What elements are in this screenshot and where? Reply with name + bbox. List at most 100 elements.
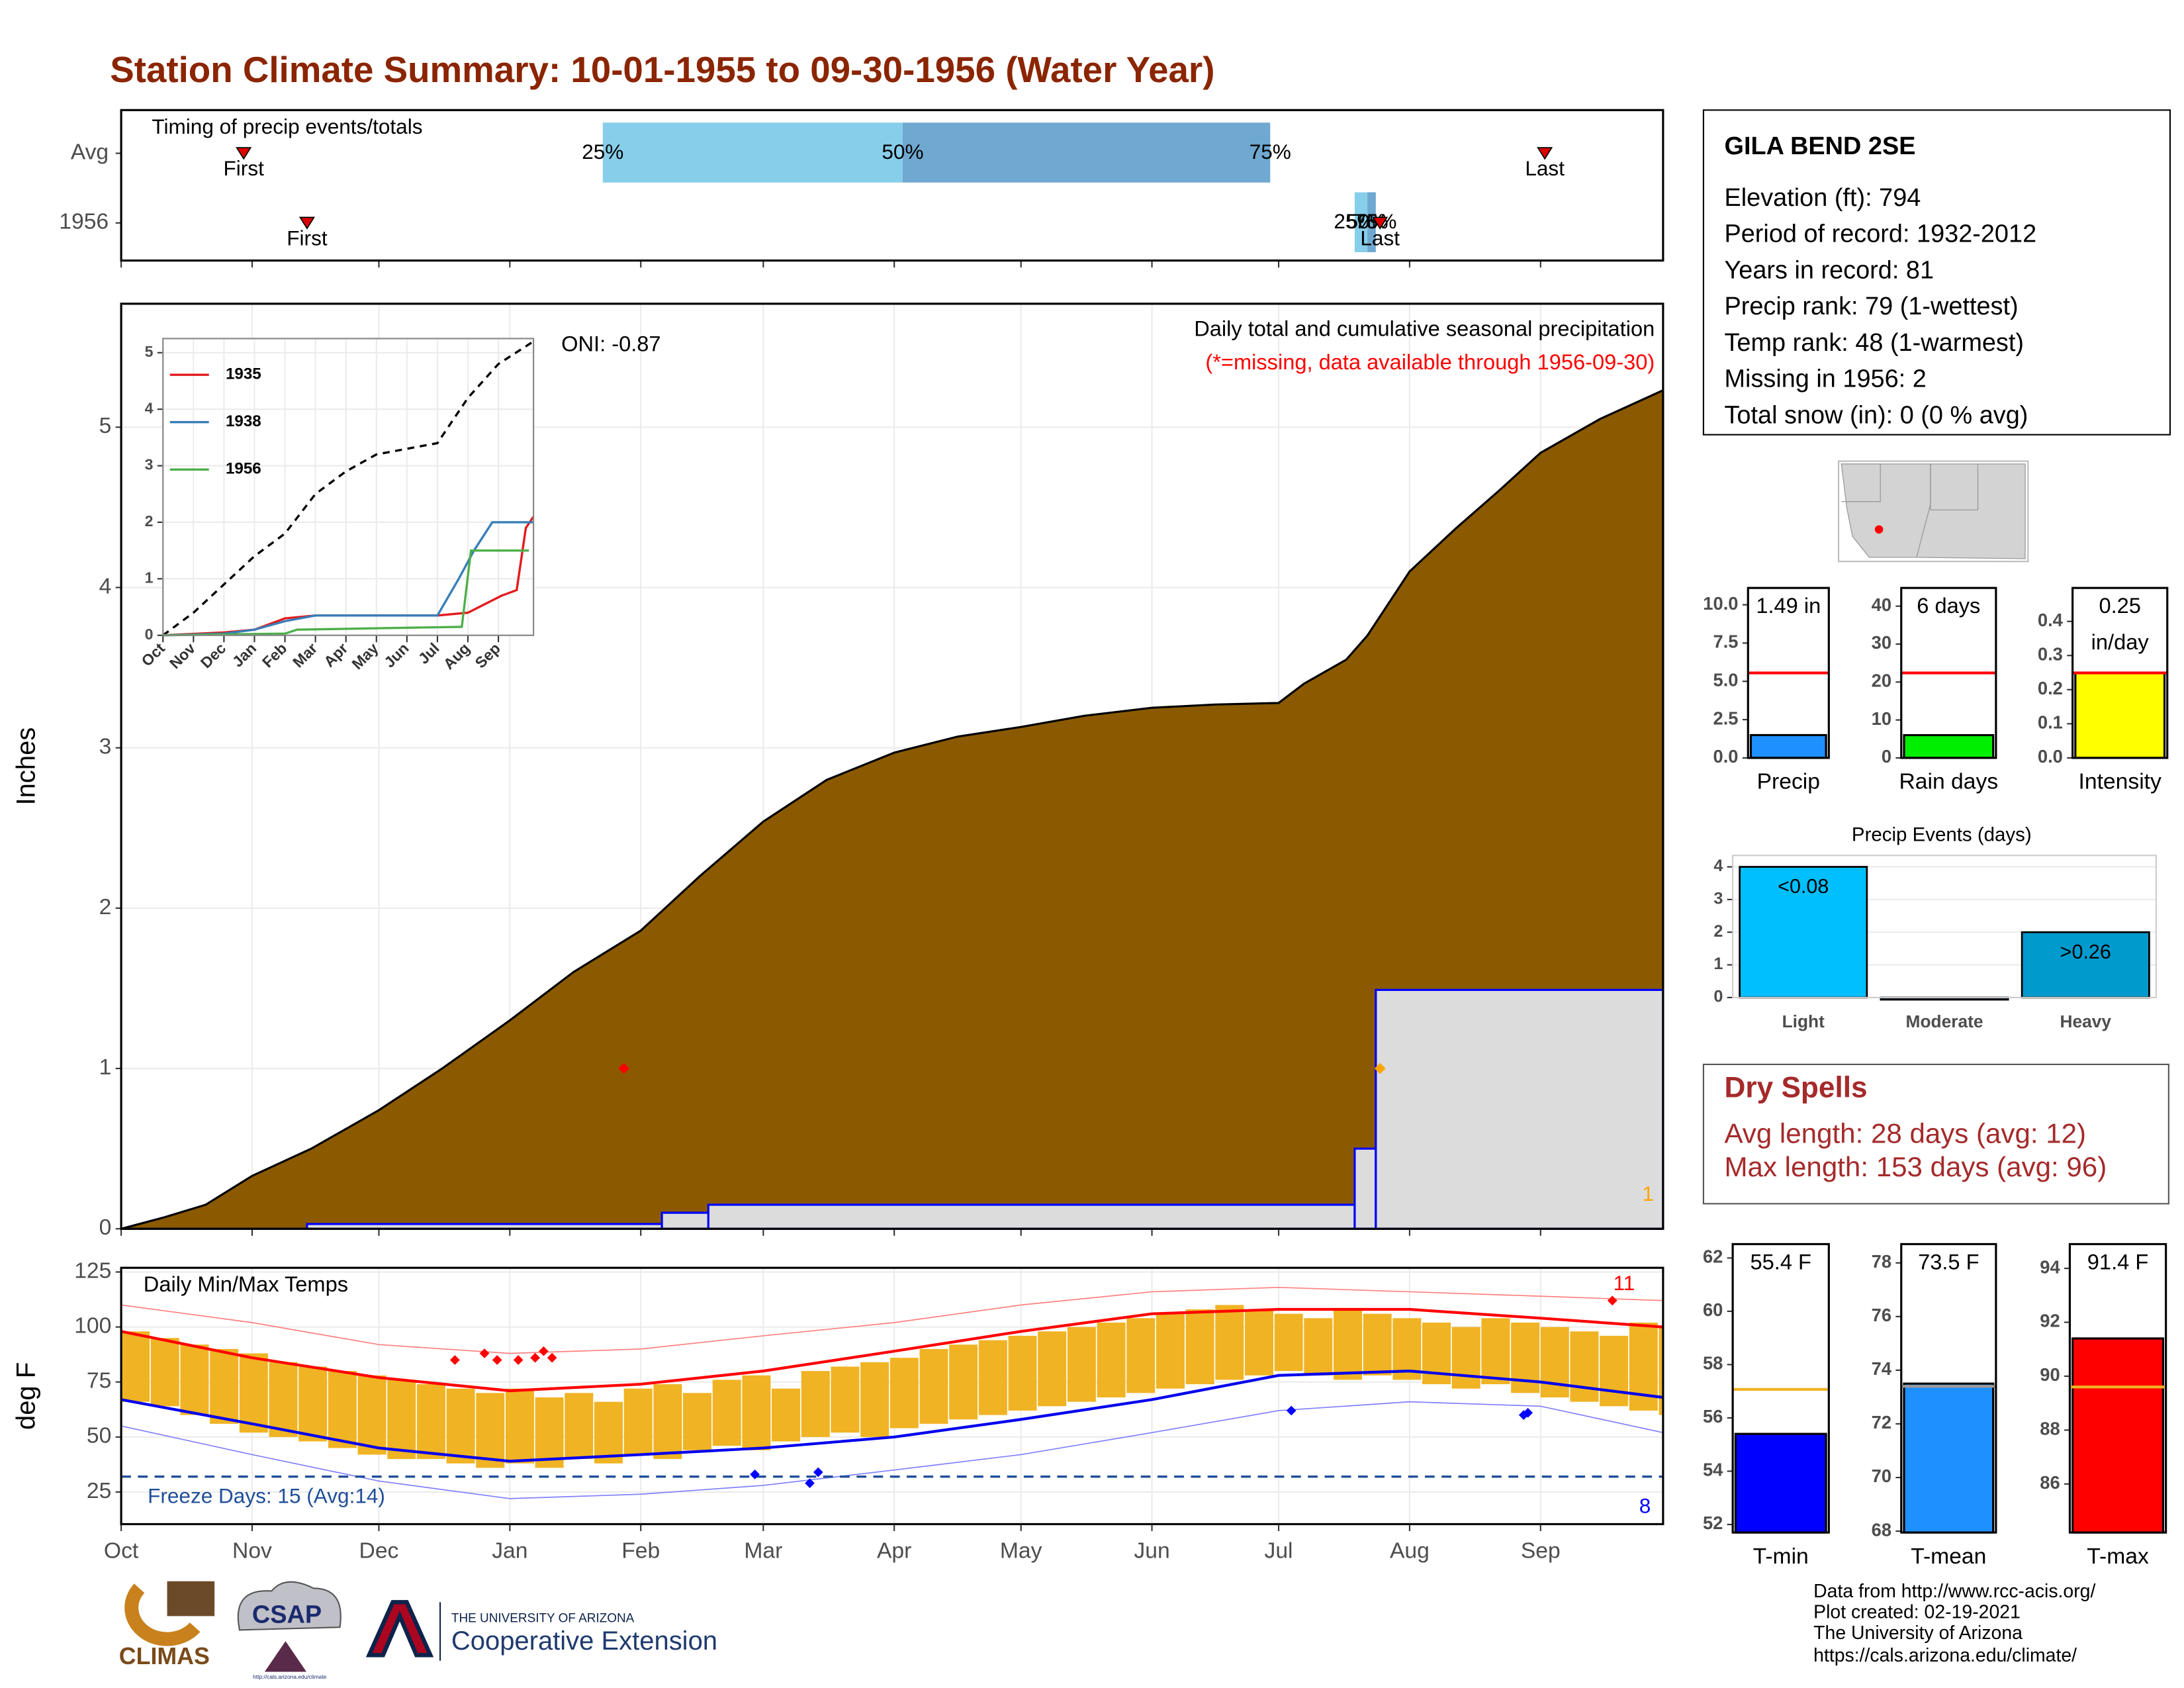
y-tick-label: 30 xyxy=(1872,632,1891,653)
station-line: Temp rank: 48 (1-warmest) xyxy=(1724,329,2024,357)
temp-range-bar xyxy=(1334,1309,1363,1380)
temp-range-bar xyxy=(919,1348,948,1424)
temp-range-bar xyxy=(269,1362,298,1437)
temp-range-bar xyxy=(801,1371,830,1437)
temp-range-bar xyxy=(150,1338,179,1407)
x-tick-label: Sep xyxy=(1521,1538,1561,1563)
panel-label: Timing of precip events/totals xyxy=(152,115,422,138)
plot-frame xyxy=(2068,1243,2167,1534)
series-line xyxy=(162,340,534,637)
logo-shape xyxy=(237,1581,341,1631)
cumulative-step xyxy=(660,1211,709,1230)
summary-bar xyxy=(1734,1432,1827,1534)
temp-range-bar xyxy=(535,1397,564,1468)
record-max-line xyxy=(120,1286,1663,1354)
y-tick-label: 0.0 xyxy=(1713,746,1739,767)
y-tick-label: 40 xyxy=(1872,594,1891,615)
dry-spells-title: Dry Spells xyxy=(1724,1072,1867,1104)
csap-logo: CSAP http://cals.arizona.edu/climate xyxy=(237,1581,341,1680)
oni-label: ONI: -0.87 xyxy=(561,332,660,356)
logo-text: CSAP xyxy=(252,1601,322,1628)
summary-bar xyxy=(1903,1382,1995,1534)
station-line: Years in record: 81 xyxy=(1724,256,1934,284)
temp-range-bar xyxy=(1038,1331,1067,1407)
missing-count: 1 xyxy=(1642,1182,1654,1205)
map-border xyxy=(1841,463,1881,502)
marker xyxy=(618,1062,630,1074)
temp-range-bar xyxy=(831,1366,860,1433)
temp-range-bar xyxy=(1304,1318,1333,1376)
temp-range-bar xyxy=(683,1393,712,1450)
temp-range-bar xyxy=(1274,1313,1303,1372)
legend-label: 1935 xyxy=(226,365,261,383)
station-line: Elevation (ft): 794 xyxy=(1724,184,1921,212)
y-tick-label: 2 xyxy=(99,895,112,919)
y-tick-label: 86 xyxy=(2040,1472,2060,1493)
value-label: 1.49 in xyxy=(1756,593,1821,618)
plot-frame xyxy=(1900,586,1997,759)
bar-label: <0.08 xyxy=(1778,875,1829,898)
temp-range-bar xyxy=(1097,1322,1126,1397)
record-min-line xyxy=(120,1401,1664,1499)
temp-range-bar xyxy=(712,1380,741,1446)
record-low-count: 8 xyxy=(1639,1494,1651,1518)
climas-logo: CLIMAS xyxy=(119,1581,215,1669)
plot-frame xyxy=(1900,1243,1997,1534)
y-tick-label: 100 xyxy=(74,1314,111,1338)
record-marker xyxy=(547,1352,557,1363)
map-border xyxy=(1930,463,1979,510)
summary-bar xyxy=(1749,733,1827,759)
temp-range-bar xyxy=(889,1358,919,1429)
y-tick-label: 0.1 xyxy=(2038,712,2063,733)
y-tick-label: 0 xyxy=(1713,988,1723,1006)
temp-range-bar xyxy=(328,1371,357,1448)
y-tick-label: 78 xyxy=(1872,1251,1891,1272)
y-tick-label: 0 xyxy=(99,1215,112,1240)
temp-range-bar xyxy=(623,1388,653,1455)
x-tick-label: Heavy xyxy=(2060,1011,2112,1031)
record-marker xyxy=(492,1355,502,1365)
summary-label: Rain days xyxy=(1899,770,1998,794)
summary-label: T-max xyxy=(2087,1544,2149,1569)
temp-range-bar xyxy=(1392,1318,1422,1380)
plot-frame xyxy=(120,1266,1664,1526)
temp-range-bar xyxy=(653,1384,682,1460)
quartile-bar xyxy=(602,122,903,183)
x-tick-label: Jul xyxy=(1265,1538,1293,1563)
station-name: GILA BEND 2SE xyxy=(1724,132,1915,160)
row-label: 1956 xyxy=(59,210,109,234)
x-tick-label: Moderate xyxy=(1906,1011,1983,1031)
summary-label: T-mean xyxy=(1911,1544,1986,1569)
legend-label: 1938 xyxy=(226,412,261,430)
y-tick-label: 4 xyxy=(99,574,112,598)
y-tick-label: 0.4 xyxy=(2038,610,2064,630)
record-marker xyxy=(530,1352,540,1363)
y-tick-label: 7.5 xyxy=(1713,632,1739,652)
cumulative-step xyxy=(1353,1147,1377,1230)
x-tick-label: Feb xyxy=(621,1538,660,1563)
series-line xyxy=(163,549,529,637)
station-line: Missing in 1956: 2 xyxy=(1724,365,1926,393)
dry-spells-line: Max length: 153 days (avg: 96) xyxy=(1724,1151,2107,1182)
temp-range-bar xyxy=(978,1340,1007,1415)
marker xyxy=(1374,1062,1386,1074)
y-tick-label: 4 xyxy=(145,399,154,416)
y-tick-label: 5 xyxy=(145,343,154,360)
temp-range-bar xyxy=(387,1380,416,1460)
freeze-label: Freeze Days: 15 (Avg:14) xyxy=(148,1484,385,1508)
x-tick-label: Jun xyxy=(1134,1538,1169,1563)
x-tick-label: Mar xyxy=(744,1538,782,1563)
legend-label: 1956 xyxy=(226,460,261,478)
value-label: 73.5 F xyxy=(1918,1250,1979,1274)
temp-range-bar xyxy=(1659,1327,1662,1415)
plot-frame xyxy=(120,109,1664,262)
temp-range-bar xyxy=(565,1393,594,1460)
row-label: Avg xyxy=(71,140,109,164)
record-marker xyxy=(1607,1295,1617,1306)
y-tick-label: 54 xyxy=(1703,1460,1723,1480)
record-marker xyxy=(1523,1407,1533,1418)
summary-bar xyxy=(1903,733,1995,759)
cumulative-step xyxy=(1375,988,1664,1230)
plot-frame xyxy=(1731,1243,1830,1534)
panel-label: Daily Min/Max Temps xyxy=(144,1272,348,1296)
